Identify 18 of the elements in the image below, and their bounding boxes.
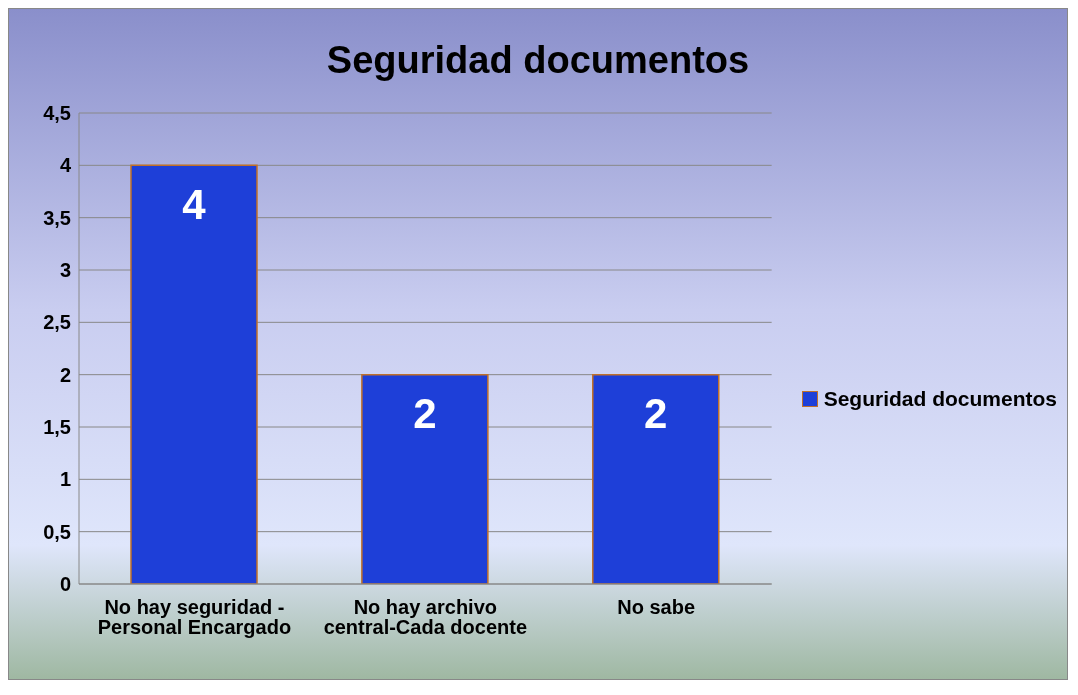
y-tick-label: 1 — [59, 468, 71, 491]
y-tick-label: 4,5 — [43, 102, 71, 125]
y-tick-label: 4 — [59, 154, 72, 177]
y-tick-label: 0 — [59, 573, 71, 596]
x-tick-label: No hay archivo central-Cada docente — [323, 596, 528, 639]
y-tick-label: 2 — [59, 363, 71, 386]
x-tick-label: No sabe — [617, 596, 696, 619]
legend-label: Seguridad documentos — [823, 387, 1057, 411]
data-label: 4 — [182, 181, 207, 229]
y-tick-label: 3,5 — [43, 206, 71, 229]
y-tick-label: 0,5 — [43, 520, 71, 543]
chart-title: Seguridad documentos — [325, 38, 751, 83]
data-label: 2 — [644, 390, 668, 438]
data-label: 2 — [413, 390, 437, 438]
y-tick-label: 2,5 — [43, 311, 71, 334]
y-tick-label: 3 — [59, 259, 71, 282]
x-tick-label: No hay seguridad - Personal Encargado — [97, 596, 292, 639]
y-tick-label: 1,5 — [43, 416, 71, 439]
